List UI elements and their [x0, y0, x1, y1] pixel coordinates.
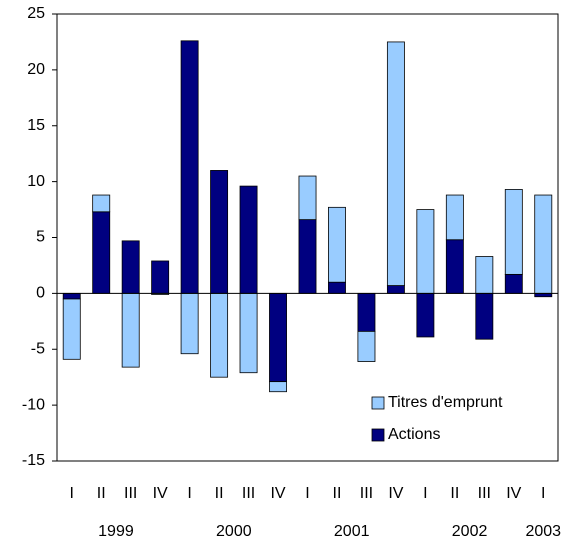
x-tick-label: I — [423, 485, 427, 502]
x-tick-label: IV — [506, 485, 521, 502]
bar — [62, 298, 81, 360]
bar — [121, 292, 140, 368]
x-tick-label: III — [124, 485, 137, 502]
bar — [475, 256, 494, 294]
x-tick-label: II — [333, 485, 342, 502]
y-tick-label: 5 — [36, 229, 45, 246]
bar — [386, 41, 405, 286]
x-tick-label: I — [70, 485, 74, 502]
bar — [357, 292, 376, 332]
y-tick-label: -15 — [22, 452, 45, 469]
bar — [357, 330, 376, 362]
bar — [269, 292, 287, 383]
x-tick-label: III — [242, 485, 255, 502]
bar — [121, 240, 140, 294]
bar — [298, 175, 317, 221]
bar — [298, 219, 317, 294]
bar — [92, 194, 111, 213]
x-tick-label: I — [305, 485, 309, 502]
bar — [180, 292, 199, 355]
year-label: 2000 — [216, 523, 252, 540]
x-tick-label: III — [360, 485, 373, 502]
x-tick-label: II — [215, 485, 224, 502]
bar — [445, 239, 464, 294]
bar — [62, 292, 81, 300]
bar — [269, 381, 287, 393]
y-tick-label: 10 — [27, 173, 45, 190]
bar — [328, 281, 346, 294]
year-label: 1999 — [98, 523, 134, 540]
legend-swatch — [371, 428, 385, 442]
bar — [445, 194, 464, 241]
bar — [534, 292, 553, 298]
bar — [416, 209, 435, 294]
x-tick-label: III — [478, 485, 491, 502]
y-tick-label: -10 — [22, 396, 45, 413]
bar — [534, 194, 553, 294]
bar — [328, 206, 346, 283]
y-tick-label: 0 — [36, 285, 45, 302]
bar — [239, 185, 258, 294]
legend-swatch — [371, 396, 385, 410]
y-tick-label: 15 — [27, 117, 45, 134]
bar — [210, 292, 229, 378]
y-tick-label: -5 — [31, 340, 45, 357]
bar — [504, 273, 523, 294]
legend-label: Actions — [388, 426, 440, 443]
bar — [239, 292, 258, 374]
x-tick-label: IV — [388, 485, 403, 502]
bar — [386, 285, 405, 294]
bar — [210, 170, 229, 294]
bar — [416, 292, 435, 338]
x-tick-label: IV — [270, 485, 285, 502]
bar — [151, 260, 170, 294]
y-tick-label: 20 — [27, 61, 45, 78]
bar — [475, 292, 494, 340]
x-tick-label: II — [97, 485, 106, 502]
x-tick-label: II — [450, 485, 459, 502]
bar — [180, 40, 199, 294]
x-tick-label: IV — [153, 485, 168, 502]
bar — [504, 189, 523, 275]
y-tick-label: 25 — [27, 5, 45, 22]
legend-label: Titres d'emprunt — [388, 394, 503, 411]
year-label: 2002 — [452, 523, 488, 540]
x-tick-label: I — [541, 485, 545, 502]
bar — [92, 211, 111, 294]
year-label: 2001 — [334, 523, 370, 540]
year-label: 2003 — [525, 523, 561, 540]
x-tick-label: I — [187, 485, 191, 502]
